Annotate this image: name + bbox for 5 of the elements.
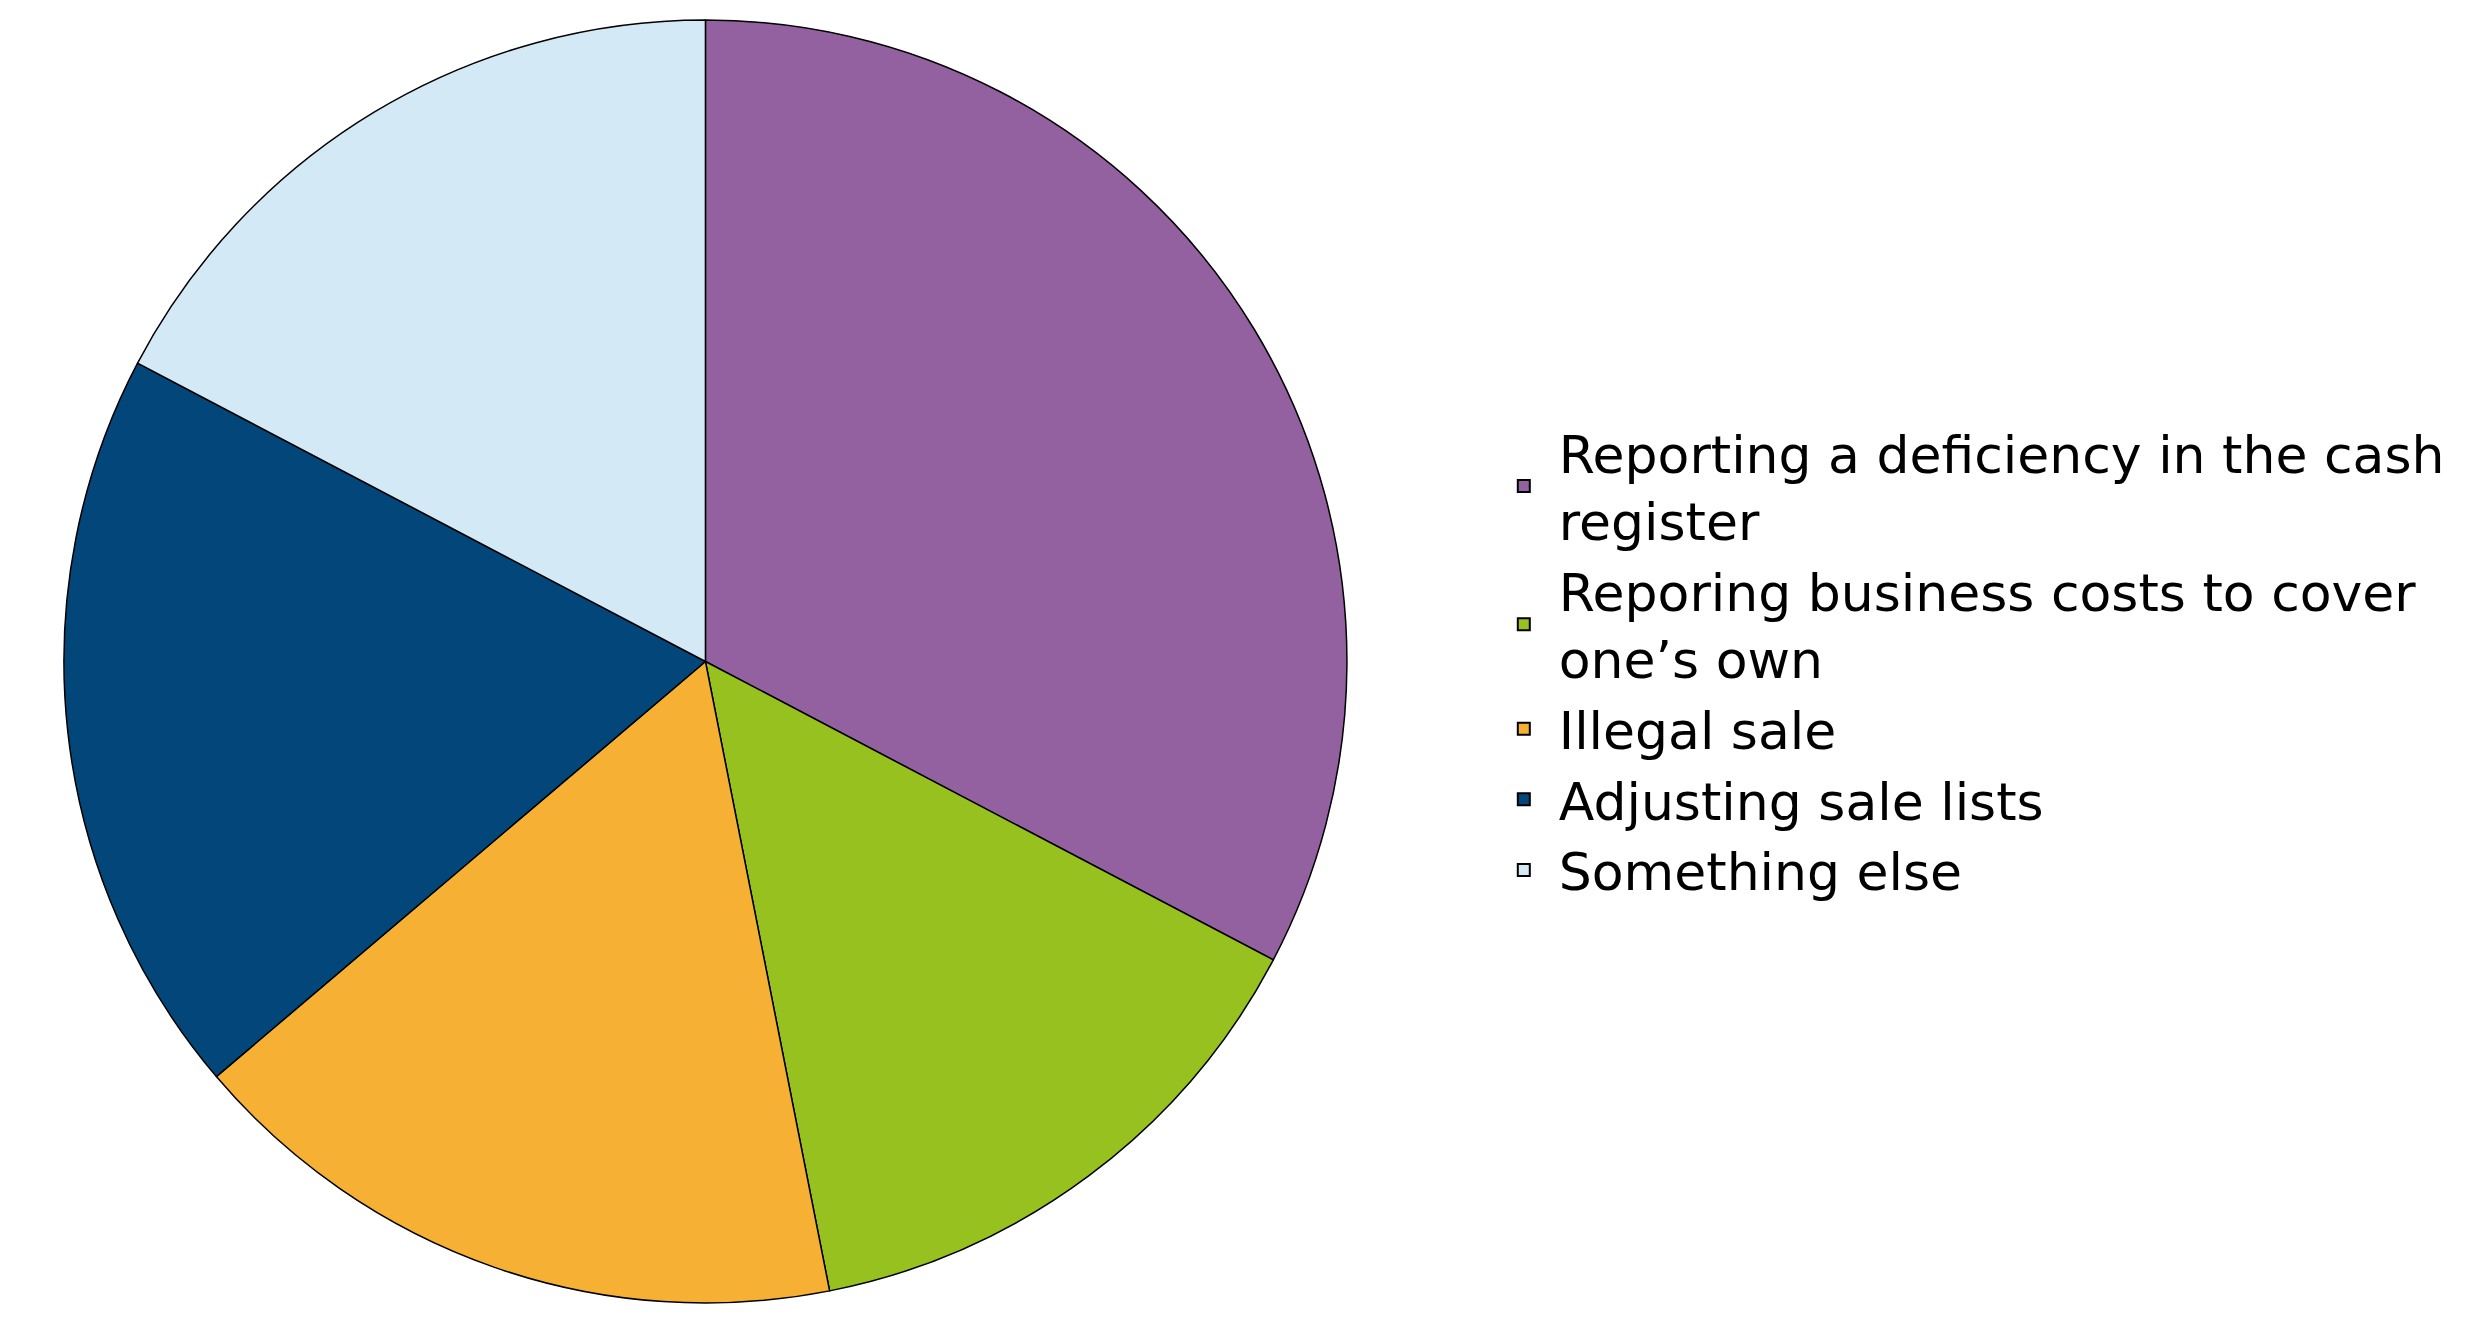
legend-label: Illegal sale (1558, 700, 1837, 761)
legend-label: Reporting a deficiency in the cash register (1558, 424, 2445, 553)
legend-label: Adjusting sale lists (1558, 771, 2044, 832)
legend-label: Something else (1558, 842, 1963, 903)
legend-label: Reporing business costs to cover one’s own (1558, 562, 2417, 691)
